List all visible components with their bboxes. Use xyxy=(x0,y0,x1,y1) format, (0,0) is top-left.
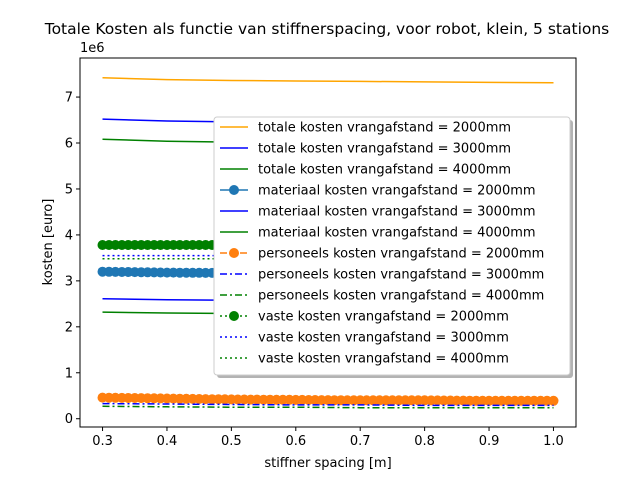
y-axis-label: kosten [euro] xyxy=(41,199,56,286)
x-tick-label: 0.3 xyxy=(92,434,113,449)
series-8 xyxy=(102,402,554,407)
y-tick-label: 0 xyxy=(65,412,73,427)
series-1 xyxy=(102,77,554,84)
legend-label: totale kosten vrangafstand = 2000mm xyxy=(258,121,511,136)
y-tick-label: 7 xyxy=(65,91,73,106)
x-axis-label: stiffner spacing [m] xyxy=(264,456,391,471)
y-tick-label: 4 xyxy=(65,228,73,243)
legend-label: personeels kosten vrangafstand = 2000mm xyxy=(258,247,544,262)
legend-label: materiaal kosten vrangafstand = 2000mm xyxy=(258,184,536,199)
legend-label: personeels kosten vrangafstand = 4000mm xyxy=(258,289,544,304)
series-line xyxy=(102,405,554,409)
x-tick-label: 0.9 xyxy=(479,434,500,449)
legend-marker xyxy=(229,248,239,258)
legend-label: vaste kosten vrangafstand = 3000mm xyxy=(258,331,509,346)
legend-label: totale kosten vrangafstand = 4000mm xyxy=(258,163,511,178)
legend: totale kosten vrangafstand = 2000mm total… xyxy=(213,116,573,378)
legend-label: materiaal kosten vrangafstand = 3000mm xyxy=(258,205,536,220)
legend-label: vaste kosten vrangafstand = 2000mm xyxy=(258,310,509,325)
x-tick-label: 0.8 xyxy=(414,434,435,449)
legend-item: materiaal kosten vrangafstand = 2000mm xyxy=(220,184,536,199)
legend-item: totale kosten vrangafstand = 2000mm xyxy=(220,121,511,136)
y-axis: 0 1 2 3 4 5 6 7 xyxy=(65,91,80,427)
x-tick-label: 0.5 xyxy=(221,434,242,449)
series-line xyxy=(102,77,554,84)
data-point xyxy=(548,395,559,406)
legend-marker xyxy=(229,311,239,321)
series-7 xyxy=(97,392,559,406)
series-9 xyxy=(102,405,554,409)
y-tick-label: 6 xyxy=(65,137,73,152)
legend-label: materiaal kosten vrangafstand = 4000mm xyxy=(258,226,536,241)
legend-item: totale kosten vrangafstand = 3000mm xyxy=(220,142,511,157)
chart-title: Totale Kosten als functie van stiffnersp… xyxy=(44,20,610,38)
x-tick-label: 0.7 xyxy=(350,434,371,449)
y-tick-label: 5 xyxy=(65,182,73,197)
y-tick-label: 1 xyxy=(65,366,73,381)
legend-item: vaste kosten vrangafstand = 2000mm xyxy=(220,310,509,325)
legend-item: vaste kosten vrangafstand = 3000mm xyxy=(220,331,509,346)
legend-item: personeels kosten vrangafstand = 3000mm xyxy=(220,268,544,283)
y-offset-text: 1e6 xyxy=(80,41,105,56)
legend-label: vaste kosten vrangafstand = 4000mm xyxy=(258,352,509,367)
series-line xyxy=(102,402,554,407)
legend-item: materiaal kosten vrangafstand = 3000mm xyxy=(220,205,536,220)
x-tick-label: 1.0 xyxy=(543,434,564,449)
y-tick-label: 3 xyxy=(65,274,73,289)
axes-frame xyxy=(79,57,577,428)
legend-frame xyxy=(213,116,571,376)
legend-marker xyxy=(229,185,239,195)
legend-label: personeels kosten vrangafstand = 3000mm xyxy=(258,268,544,283)
x-axis: 0.3 0.4 0.5 0.6 0.7 0.8 0.9 1.0 xyxy=(92,427,564,449)
legend-label: totale kosten vrangafstand = 3000mm xyxy=(258,142,511,157)
legend-item: vaste kosten vrangafstand = 4000mm xyxy=(220,352,509,367)
legend-item: materiaal kosten vrangafstand = 4000mm xyxy=(220,226,536,241)
x-tick-label: 0.4 xyxy=(157,434,178,449)
legend-item: personeels kosten vrangafstand = 2000mm xyxy=(220,247,544,262)
legend-item: personeels kosten vrangafstand = 4000mm xyxy=(220,289,544,304)
legend-item: totale kosten vrangafstand = 4000mm xyxy=(220,163,511,178)
x-tick-label: 0.6 xyxy=(285,434,306,449)
y-tick-label: 2 xyxy=(65,320,73,335)
